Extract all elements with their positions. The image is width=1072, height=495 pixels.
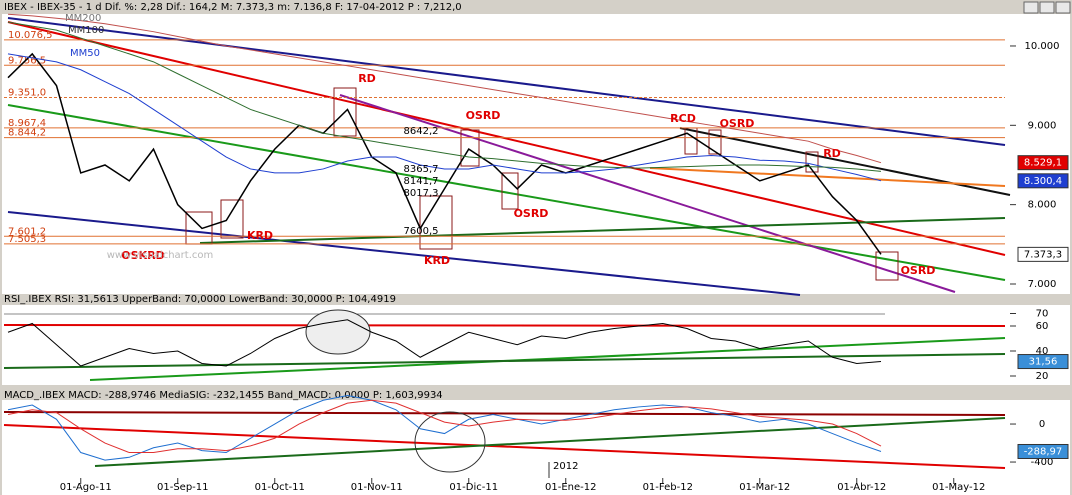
level-label: 7.505,3: [8, 234, 46, 245]
trend-line: [199, 217, 1006, 244]
level-label: 9.756,5: [8, 55, 46, 66]
pattern-box: [708, 129, 722, 155]
series-line: [7, 13, 882, 164]
pattern-box: [460, 129, 480, 167]
y-tick-label: 40: [1036, 346, 1049, 357]
series-line: [7, 53, 882, 182]
series-line: [7, 319, 882, 367]
value-tag-label: 31,56: [1029, 357, 1058, 368]
y-tick-label: 7.000: [1028, 279, 1057, 290]
macd-axis: [1010, 400, 1070, 478]
value-tag: [1017, 173, 1069, 189]
level-label: 10.076,5: [8, 30, 53, 41]
level-label: 9.351,0: [8, 87, 46, 98]
y-tick-label: 70: [1036, 309, 1049, 320]
pattern-box: [805, 151, 819, 173]
pattern-box: [875, 251, 899, 281]
y-tick-label: 0: [1039, 419, 1045, 430]
value-tag-label: 8.300,4: [1024, 176, 1062, 187]
legend-label: MM50: [70, 48, 100, 59]
trend-line: [3, 353, 1006, 369]
pattern-annotation: OSRD: [466, 109, 501, 122]
x-tick-label: 01-Sep-11: [157, 482, 209, 493]
value-tag-label: 7.373,3: [1024, 249, 1062, 260]
watermark: www.visualchart.com: [107, 250, 213, 261]
x-tick-label: 01-Ene-12: [545, 482, 596, 493]
trend-line: [3, 411, 1006, 416]
trend-line: [7, 211, 801, 296]
rsi-header: RSI_.IBEX RSI: 31,5613 UpperBand: 70,000…: [4, 294, 396, 305]
level-label: 7.601,2: [8, 226, 46, 237]
pattern-annotation: OSRD: [901, 264, 936, 277]
x-tick-label: 01-Dic-11: [449, 482, 498, 493]
y-tick-label: -400: [1031, 457, 1054, 468]
pattern-annotation: OSRD: [514, 207, 549, 220]
close-button[interactable]: [1055, 1, 1071, 14]
trend-line: [89, 337, 1006, 381]
pattern-box: [501, 172, 519, 210]
highlight-ellipse: [305, 309, 371, 355]
value-tag: [1017, 443, 1069, 459]
pattern-box: [419, 195, 453, 250]
trend-lines: [3, 17, 1011, 469]
price-annotation: 7600,5: [404, 226, 439, 237]
value-tag-label: -288,97: [1024, 446, 1063, 457]
price-annotation: 8642,2: [404, 126, 439, 137]
trend-line: [3, 324, 1006, 327]
trend-line: [7, 17, 1006, 146]
macd-header: MACD_.IBEX MACD: -288,9746 MediaSIG: -23…: [4, 390, 443, 401]
pattern-annotation: KRD: [424, 254, 450, 267]
trend-line: [7, 21, 1006, 256]
pattern-annotation: OSRD: [720, 117, 755, 130]
price-annotation: 8365,7: [404, 164, 439, 175]
x-tick-label: 01-Nov-11: [351, 482, 403, 493]
y-tick-label: 8.000: [1028, 200, 1057, 211]
trend-line: [3, 424, 1006, 469]
highlight-ellipse: [414, 411, 486, 473]
rsi-axis: [1010, 305, 1070, 385]
x-tick-label: 01-Oct-11: [255, 482, 305, 493]
pattern-annotation: KRD: [247, 229, 273, 242]
y-tick-label: 20: [1036, 371, 1049, 382]
level-label: 8.967,4: [8, 118, 46, 129]
level-label: 8.844,2: [8, 128, 46, 139]
pattern-annotation: RD: [358, 72, 376, 85]
pattern-box: [333, 87, 357, 137]
trend-line: [94, 417, 1006, 467]
window-buttons: [1023, 1, 1071, 14]
x-tick-label: 01-Ago-11: [60, 482, 112, 493]
maximize-button[interactable]: [1039, 1, 1055, 14]
price-header: IBEX - IBEX-35 - 1 d Dif. %: 2,28 Dif.: …: [4, 2, 462, 13]
year-label: 2012: [553, 461, 578, 472]
series-line: [7, 395, 882, 461]
x-tick-label: 01-May-12: [932, 482, 985, 493]
legend-label: MM100: [68, 25, 104, 36]
x-tick-label: 01-Feb-12: [643, 482, 693, 493]
x-tick-label: 01-Mar-12: [739, 482, 790, 493]
legend-label: MM200: [65, 13, 101, 24]
value-tag-label: 8.529,1: [1024, 158, 1062, 169]
date-axis: [2, 478, 1070, 495]
series-line: [7, 399, 882, 454]
price-annotation: 8017,3: [404, 188, 439, 199]
value-tag: [1017, 246, 1069, 262]
pattern-annotation: RD: [823, 147, 841, 160]
y-tick-label: 9.000: [1028, 120, 1057, 131]
y-tick-label: 10.000: [1025, 41, 1060, 52]
y-tick-label: 60: [1036, 321, 1049, 332]
value-tag: [1017, 354, 1069, 370]
series-line: [7, 21, 882, 172]
trend-line: [649, 167, 1006, 187]
x-tick-label: 01-Abr-12: [837, 482, 886, 493]
price-annotation: 8141,7: [404, 176, 439, 187]
value-tag: [1017, 155, 1069, 171]
pattern-annotation: OSKRD: [121, 249, 164, 262]
minimize-button[interactable]: [1023, 1, 1039, 14]
pattern-box: [220, 199, 244, 239]
pattern-annotation: RCD: [670, 112, 696, 125]
trend-line: [7, 104, 1006, 281]
